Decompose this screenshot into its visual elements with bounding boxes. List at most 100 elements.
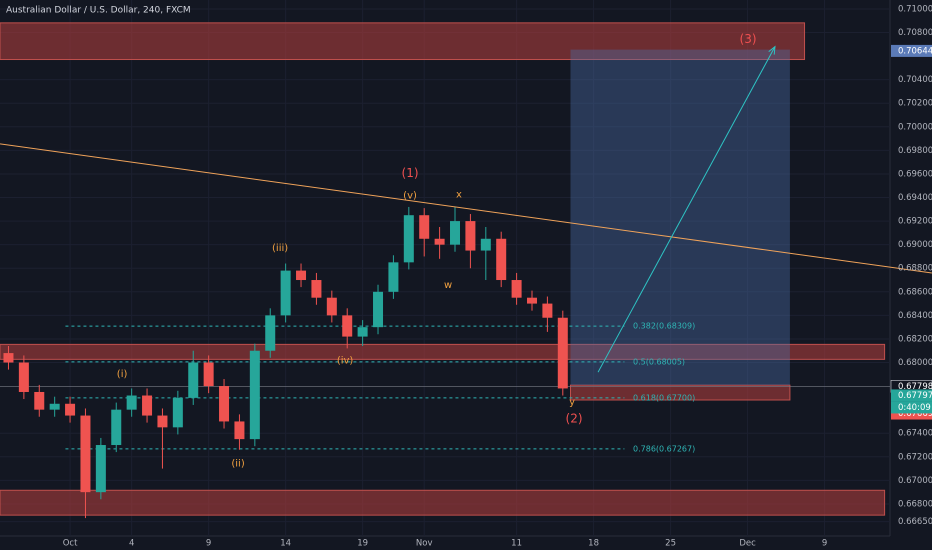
x-tick-label: 19 xyxy=(357,539,368,549)
wave-label: (1) xyxy=(402,166,419,180)
arrow xyxy=(597,46,776,373)
y-tick-label: 0.69400 xyxy=(898,193,932,203)
y-tick-label: 0.70200 xyxy=(898,99,932,109)
candle-body xyxy=(434,238,445,245)
y-tick-label: 0.67000 xyxy=(898,476,932,486)
x-tick-label: 4 xyxy=(129,539,134,549)
candle-body xyxy=(80,415,91,493)
y-tick-label: 0.68600 xyxy=(898,287,932,297)
candle-body xyxy=(342,315,353,337)
fib-label: 0.786(0.67267) xyxy=(633,444,695,453)
plot: 0.382(0.68309) 0.5(0.68005) 0.618(0.67700)… xyxy=(0,22,932,519)
candle-body xyxy=(249,350,260,440)
y-tick-label: 0.70800 xyxy=(898,28,932,38)
candle-body xyxy=(95,445,106,493)
countdown-bg xyxy=(891,401,932,414)
y-tick-label: 0.70400 xyxy=(898,75,932,85)
candle-body xyxy=(18,362,29,392)
wave-label: y xyxy=(569,397,575,408)
candle-body xyxy=(280,270,291,316)
fib-label: 0.618(0.67700) xyxy=(633,393,695,402)
candle-body xyxy=(557,317,568,389)
axes: 0.71000 0.70800 0.70400 0.70200 0.70000 0.698… xyxy=(63,4,932,549)
x-tick-label: Dec xyxy=(739,539,756,549)
candle-body xyxy=(496,238,507,281)
candle-body xyxy=(419,215,430,239)
price-label-bg xyxy=(891,389,932,402)
y-tick-label: 0.66650 xyxy=(898,517,932,527)
candle-body xyxy=(157,415,168,428)
candle-body xyxy=(126,395,137,410)
y-tick-label: 0.69600 xyxy=(898,169,932,179)
target-box xyxy=(570,49,790,386)
candle-body xyxy=(3,353,14,363)
x-tick-label: Oct xyxy=(63,539,78,549)
y-tick-label: 0.66800 xyxy=(898,499,932,509)
fib-label: 0.5(0.68005) xyxy=(633,357,685,366)
wave-label: (ii) xyxy=(231,459,244,470)
y-tick-label: 0.68200 xyxy=(898,334,932,344)
fib-label: 0.382(0.68309) xyxy=(633,322,695,331)
countdown: 0:40:09 xyxy=(898,403,931,413)
x-tick-label: 14 xyxy=(280,539,291,549)
price-label-bg xyxy=(891,44,932,57)
y-tick-label: 0.68000 xyxy=(898,358,932,368)
y-tick-label: 0.67200 xyxy=(898,452,932,462)
wave-label: (3) xyxy=(740,32,757,46)
y-tick-label: 0.68400 xyxy=(898,311,932,321)
x-tick-label: 11 xyxy=(511,539,522,549)
price-label: 0.70644 xyxy=(898,46,932,56)
candle-body xyxy=(265,315,276,351)
candle-body xyxy=(111,409,122,446)
price-label: 0.67797 xyxy=(898,391,932,401)
candle-body xyxy=(65,403,76,416)
x-tick-label: Nov xyxy=(416,539,433,549)
x-tick-label: 25 xyxy=(665,539,676,549)
wave-label: (v) xyxy=(403,191,417,202)
wave-label: (iii) xyxy=(272,243,288,254)
candle-body xyxy=(511,280,522,298)
candle-body xyxy=(219,386,230,422)
candle-body xyxy=(326,297,337,316)
x-tick-label: 18 xyxy=(588,539,599,549)
wave-label: (2) xyxy=(566,411,583,425)
zone xyxy=(0,489,886,516)
wave-label: w xyxy=(444,280,452,291)
y-tick-label: 0.69200 xyxy=(898,217,932,227)
candle-body xyxy=(465,221,476,251)
candle-body xyxy=(388,262,399,292)
y-tick-label: 0.67400 xyxy=(898,429,932,439)
candle-body xyxy=(311,280,322,298)
wave-label: x xyxy=(456,190,462,201)
candle-body xyxy=(542,303,553,318)
candle-body xyxy=(403,215,414,263)
wave-label: (i) xyxy=(117,369,128,380)
candle-body xyxy=(450,221,461,245)
chart-title: Australian Dollar / U.S. Dollar, 240, FX… xyxy=(6,6,191,16)
y-tick-label: 0.68800 xyxy=(898,264,932,274)
candle-body xyxy=(142,395,153,416)
candle-body xyxy=(49,403,60,410)
y-tick-label: 0.70000 xyxy=(898,122,932,132)
x-tick-label: 9 xyxy=(206,539,211,549)
candle-body xyxy=(296,270,307,281)
y-tick-label: 0.71000 xyxy=(898,4,932,14)
x-tick-label: 9 xyxy=(822,539,827,549)
zone xyxy=(0,22,806,61)
zone xyxy=(569,384,791,401)
y-tick-label: 0.69800 xyxy=(898,146,932,156)
candle-body xyxy=(203,362,214,387)
candle-body xyxy=(188,362,199,398)
candle-body xyxy=(34,391,45,410)
candle-body xyxy=(526,297,537,304)
price-label: 0.67669 xyxy=(898,409,932,419)
candle-body xyxy=(357,327,368,337)
candle-body xyxy=(234,421,245,440)
trendline xyxy=(0,143,932,274)
candle-body xyxy=(480,238,491,251)
candle-body xyxy=(172,397,183,428)
grid xyxy=(0,0,890,536)
wave-label: (iv) xyxy=(337,355,354,366)
